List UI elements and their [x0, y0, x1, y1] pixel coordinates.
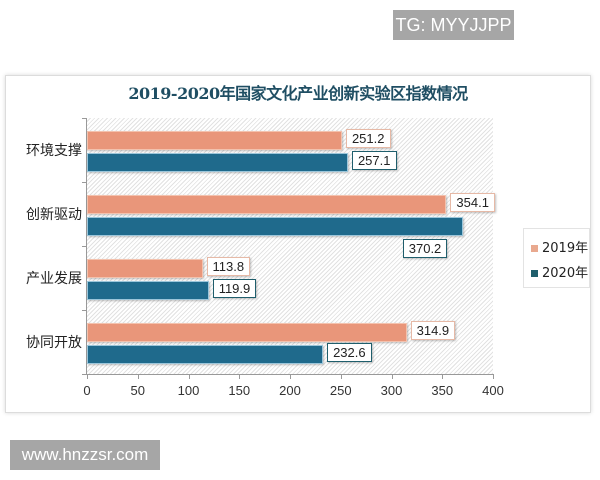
bar-2020 [87, 345, 324, 364]
x-tick-label: 350 [431, 383, 454, 398]
legend-label-2019: 2019年 [542, 241, 589, 256]
legend-item-2020: 2020年 [531, 262, 588, 281]
x-tick-label: 400 [482, 383, 504, 398]
chart-frame: 2019-2020年国家文化产业创新实验区指数情况 0 50 100 150 200 25… [5, 75, 591, 413]
bar-2020 [87, 153, 348, 172]
category-label: 创新驱动 [26, 207, 82, 223]
y-tick [82, 374, 87, 375]
bar-2020 [87, 281, 209, 300]
watermark-bottom: www.hnzzsr.com [10, 440, 160, 470]
x-tick [290, 374, 291, 379]
legend-swatch-2019 [531, 245, 538, 252]
y-tick [82, 182, 87, 183]
x-tick [188, 374, 190, 379]
bar-2020 [87, 217, 463, 236]
watermark-top: TG: MYYJJPP [393, 10, 514, 40]
x-tick [340, 374, 342, 379]
data-label-2020: 370.2 [402, 239, 448, 258]
legend: 2019年 2020年 [523, 228, 590, 288]
data-label-2020: 257.1 [351, 151, 397, 170]
bar-2019 [87, 195, 447, 214]
y-tick [82, 118, 87, 119]
chart-title: 2019-2020年国家文化产业创新实验区指数情况 [128, 84, 468, 103]
data-label-2019: 314.9 [410, 321, 456, 340]
x-tick-label: 0 [83, 383, 91, 398]
x-tick [239, 374, 241, 379]
x-tick [391, 374, 393, 379]
x-tick-label: 300 [380, 383, 403, 398]
legend-label-2020: 2020年 [542, 266, 589, 281]
data-label-2020: 232.6 [327, 343, 372, 362]
x-tick [137, 374, 139, 379]
x-tick-label: 100 [177, 383, 200, 398]
bar-2019 [87, 323, 407, 342]
data-label-2019: 113.8 [206, 257, 251, 276]
x-tick-label: 250 [329, 383, 352, 398]
x-axis [86, 374, 493, 375]
y-tick [82, 310, 87, 311]
bar-2019 [87, 131, 342, 150]
bar-2019 [87, 259, 203, 278]
x-tick [493, 374, 494, 379]
x-tick-label: 150 [228, 383, 251, 398]
legend-item-2019: 2019年 [531, 237, 588, 256]
x-tick-label: 200 [279, 383, 301, 398]
data-label-2020: 119.9 [212, 279, 257, 298]
category-label: 协同开放 [26, 335, 82, 351]
category-label: 环境支撑 [26, 143, 82, 159]
legend-swatch-2020 [531, 270, 538, 277]
x-tick [442, 374, 444, 379]
x-tick-label: 50 [130, 383, 145, 398]
data-label-2019: 251.2 [345, 129, 391, 148]
data-label-2019: 354.1 [450, 193, 495, 212]
category-label: 产业发展 [26, 271, 82, 287]
x-tick [87, 374, 88, 379]
y-tick [82, 246, 87, 247]
